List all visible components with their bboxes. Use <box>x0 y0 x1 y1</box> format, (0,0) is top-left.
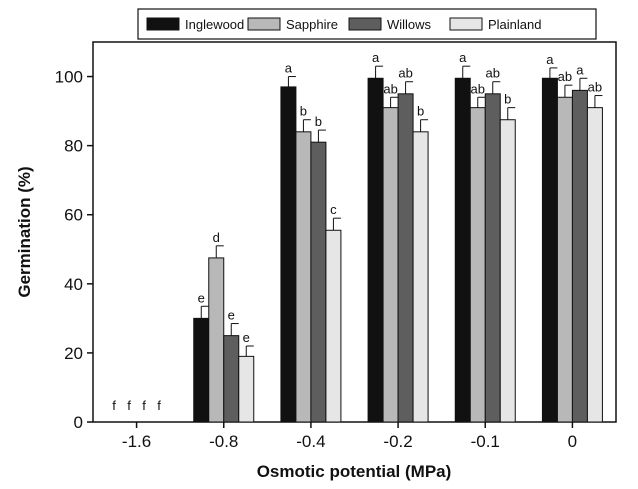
legend-swatch-sapphire <box>247 17 281 31</box>
significance-label: b <box>504 92 511 107</box>
x-tick-label: 0 <box>568 432 577 451</box>
bar-willows--0.4 <box>310 141 327 423</box>
y-tick-label: 60 <box>64 206 83 225</box>
legend-swatch-inglewood <box>146 17 180 31</box>
significance-label: e <box>243 330 250 345</box>
y-tick-label: 0 <box>74 413 83 432</box>
significance-label: e <box>198 290 205 305</box>
bar-willows--0.1 <box>484 93 501 423</box>
bars <box>193 77 603 423</box>
y-tick-label: 40 <box>64 275 83 294</box>
bar-willows--0.2 <box>397 93 414 423</box>
significance-label: f <box>127 398 131 413</box>
bar-plainland--0.1 <box>499 119 516 423</box>
bar-inglewood--0.8 <box>193 317 210 423</box>
bar-sapphire-0 <box>556 96 573 423</box>
significance-label: f <box>157 398 161 413</box>
bar-plainland-0 <box>586 107 603 423</box>
y-axis-title: Germination (%) <box>15 166 34 297</box>
significance-label: ab <box>471 81 485 96</box>
significance-label: c <box>330 202 337 217</box>
y-tick-label: 80 <box>64 137 83 156</box>
x-axis-title: Osmotic potential (MPa) <box>257 462 452 481</box>
bar-plainland--0.8 <box>238 355 255 423</box>
significance-label: b <box>417 104 424 119</box>
legend-label-sapphire: Sapphire <box>286 17 338 32</box>
significance-label: b <box>300 104 307 119</box>
significance-label: a <box>576 62 584 77</box>
significance-label: a <box>285 61 293 76</box>
x-axis: -1.6 -0.8 -0.4 -0.2 -0.1 0 <box>122 422 577 451</box>
bar-sapphire--0.4 <box>295 131 312 423</box>
significance-label: f <box>142 398 146 413</box>
significance-label: f <box>112 398 116 413</box>
legend-swatch-willows <box>348 17 382 31</box>
significance-label: ab <box>486 66 500 81</box>
bar-plainland--0.2 <box>412 131 429 423</box>
y-tick-label: 20 <box>64 344 83 363</box>
significance-label: ab <box>398 66 412 81</box>
y-axis: 0 20 40 60 80 100 <box>55 68 93 432</box>
x-tick-label: -0.2 <box>383 432 412 451</box>
x-tick-label: -0.1 <box>471 432 500 451</box>
significance-label: a <box>372 50 380 65</box>
x-tick-label: -0.4 <box>296 432 325 451</box>
bar-inglewood-0 <box>541 77 558 423</box>
x-tick-label: -1.6 <box>122 432 151 451</box>
significance-label: a <box>459 50 467 65</box>
significance-label: ab <box>383 81 397 96</box>
significance-label: ab <box>588 80 602 95</box>
y-tick-label: 100 <box>55 68 83 87</box>
error-bars <box>200 65 603 357</box>
significance-label: a <box>546 52 554 67</box>
bar-willows-0 <box>571 89 588 423</box>
plot-area-frame <box>92 41 617 423</box>
significance-label: e <box>228 308 235 323</box>
bar-willows--0.8 <box>223 335 240 423</box>
bar-inglewood--0.2 <box>367 77 384 423</box>
bar-plainland--0.4 <box>325 229 342 423</box>
bar-sapphire--0.8 <box>208 257 225 423</box>
legend-label-willows: Willows <box>387 17 432 32</box>
bar-sapphire--0.1 <box>469 107 486 423</box>
x-tick-label: -0.8 <box>209 432 238 451</box>
legend-swatch-plainland <box>449 17 483 31</box>
bar-inglewood--0.4 <box>280 86 297 423</box>
legend-label-plainland: Plainland <box>488 17 542 32</box>
significance-label: d <box>213 230 220 245</box>
bar-inglewood--0.1 <box>454 77 471 423</box>
bar-sapphire--0.2 <box>382 107 399 423</box>
legend: Inglewood Sapphire Willows Plainland <box>137 8 597 40</box>
legend-label-inglewood: Inglewood <box>185 17 244 32</box>
significance-label: b <box>315 114 322 129</box>
significance-label: ab <box>558 69 572 84</box>
